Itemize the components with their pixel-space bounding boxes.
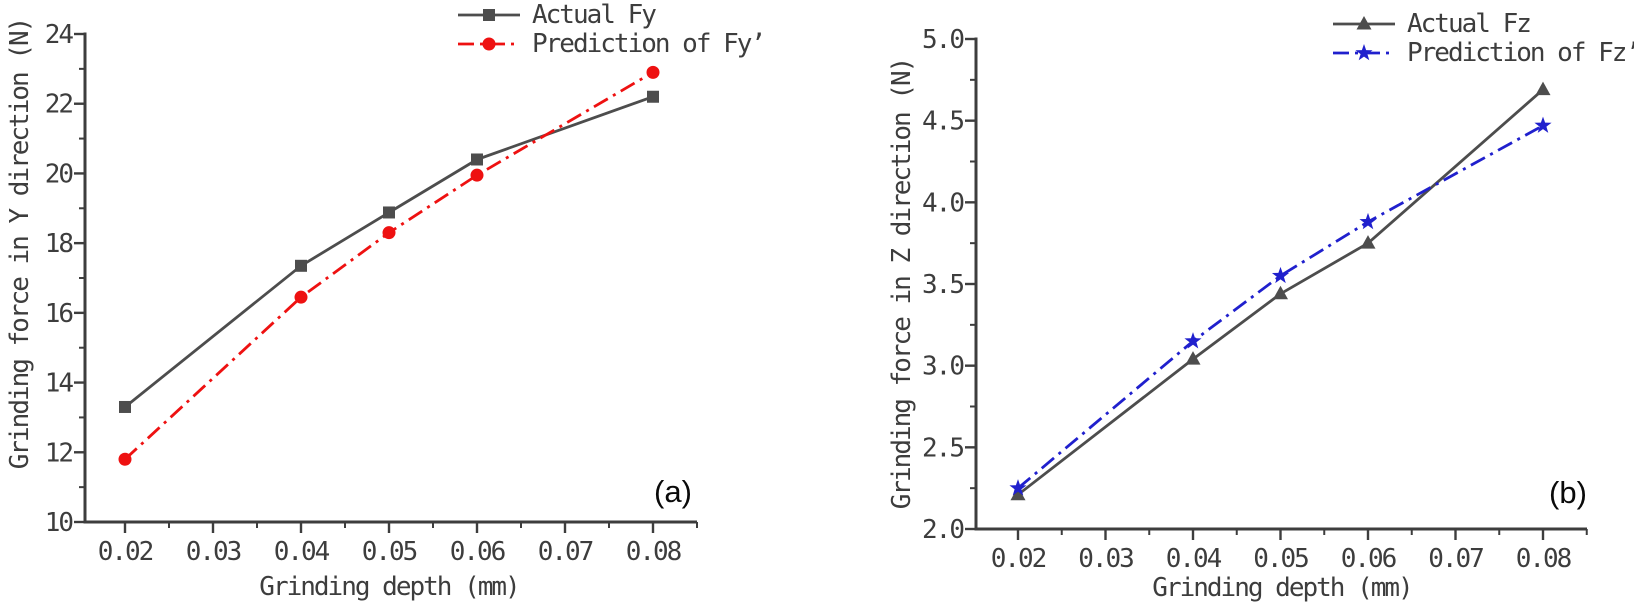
y-tick-label: 14 bbox=[45, 369, 74, 399]
x-tick-label: 0.03 bbox=[1078, 544, 1133, 574]
x-tick-label: 0.08 bbox=[626, 537, 681, 567]
data-point-marker bbox=[470, 168, 484, 182]
x-tick-label: 0.07 bbox=[538, 537, 593, 567]
data-point-marker bbox=[1185, 351, 1201, 365]
y-tick-label: 16 bbox=[45, 299, 73, 329]
panel-label-a: (a) bbox=[654, 474, 692, 509]
legend-sample-actual-fy bbox=[458, 8, 520, 21]
data-point-marker bbox=[118, 452, 132, 466]
y-tick-label: 4.0 bbox=[922, 188, 963, 218]
data-point-marker bbox=[1009, 479, 1027, 496]
legend-a: Actual Fy Prediction of Fy’ bbox=[458, 0, 766, 59]
x-tick-label: 0.06 bbox=[450, 537, 505, 567]
data-point-marker bbox=[295, 259, 307, 272]
legend-label-prediction-fy: Prediction of Fy’ bbox=[532, 28, 766, 59]
data-point-marker bbox=[382, 226, 396, 240]
data-point-marker bbox=[294, 290, 308, 304]
legend-label-prediction-fz: Prediction of Fz’ bbox=[1407, 37, 1634, 68]
data-point-marker bbox=[471, 153, 483, 166]
y-tick-label: 3.5 bbox=[922, 270, 963, 300]
legend-marker bbox=[483, 8, 495, 21]
data-point-marker bbox=[119, 400, 131, 413]
y-tick-label: 24 bbox=[45, 20, 74, 50]
y-tick-label: 2.5 bbox=[922, 433, 963, 463]
x-tick-label: 0.03 bbox=[186, 537, 241, 567]
data-point-marker bbox=[646, 65, 660, 79]
y-axis-title-b: Grinding force in Z direction (N) bbox=[887, 58, 917, 510]
x-tick-label: 0.04 bbox=[274, 537, 330, 567]
y-axis-title-a: Grinding force in Y direction (N) bbox=[5, 18, 35, 470]
legend-item-prediction-fy: Prediction of Fy’ bbox=[458, 28, 766, 59]
x-tick-label: 0.02 bbox=[991, 544, 1046, 574]
y-tick-label: 18 bbox=[45, 229, 73, 259]
chart-a: 0.02 0.03 0.04 0.05 0.06 0.07 0.08 10 12 14 16 18 20… bbox=[45, 20, 698, 567]
x-tick-label: 0.07 bbox=[1428, 544, 1483, 574]
legend-label-actual-fz: Actual Fz bbox=[1407, 8, 1532, 39]
legend-sample-actual-fz bbox=[1333, 15, 1395, 29]
x-tick-label: 0.06 bbox=[1341, 544, 1396, 574]
x-tick-label: 0.08 bbox=[1516, 544, 1571, 574]
y-tick-label: 22 bbox=[45, 90, 73, 120]
y-tick-label: 5.0 bbox=[922, 25, 963, 55]
y-tick-label: 4.5 bbox=[922, 107, 963, 137]
data-point-marker bbox=[1273, 285, 1288, 300]
series-line-1 bbox=[1017, 124, 1544, 490]
y-tick-label: 3.0 bbox=[922, 352, 963, 382]
legend-sample-prediction-fz bbox=[1333, 43, 1395, 60]
data-point-marker bbox=[1360, 235, 1376, 249]
data-point-marker bbox=[1534, 116, 1552, 133]
legend-marker bbox=[482, 37, 496, 50]
data-point-marker bbox=[1010, 486, 1026, 501]
y-tick-label: 20 bbox=[45, 159, 73, 189]
series-line-0 bbox=[124, 95, 654, 409]
legend-item-actual-fz: Actual Fz bbox=[1333, 8, 1634, 39]
legend-marker bbox=[1356, 15, 1372, 29]
chart-b: 0.02 0.03 0.04 0.05 0.06 0.07 0.08 2.0 2.5 3.0 3.5… bbox=[922, 25, 1588, 574]
legend-label-actual-fy: Actual Fy bbox=[532, 0, 657, 30]
y-tick-label: 2.0 bbox=[922, 515, 963, 545]
x-tick-label: 0.04 bbox=[1166, 544, 1222, 574]
y-tick-label: 12 bbox=[45, 438, 73, 468]
data-point-marker bbox=[1359, 212, 1377, 230]
x-tick-label: 0.05 bbox=[1253, 544, 1308, 574]
legend-sample-prediction-fy bbox=[458, 37, 520, 50]
legend-b: Actual Fz Prediction of Fz’ bbox=[1333, 8, 1634, 68]
data-point-marker bbox=[1184, 332, 1202, 349]
legend-item-prediction-fz: Prediction of Fz’ bbox=[1333, 37, 1634, 68]
legend-marker bbox=[1355, 43, 1373, 60]
data-point-marker bbox=[383, 206, 395, 219]
data-point-marker bbox=[1535, 81, 1551, 96]
panel-label-b: (b) bbox=[1549, 475, 1587, 510]
legend-item-actual-fy: Actual Fy bbox=[458, 0, 764, 30]
x-axis-title-b: Grinding depth (mm) bbox=[1152, 573, 1413, 603]
data-point-marker bbox=[1271, 266, 1290, 284]
data-point-marker bbox=[647, 90, 659, 103]
x-tick-label: 0.02 bbox=[98, 537, 153, 567]
x-axis-title-a: Grinding depth (mm) bbox=[259, 572, 520, 602]
x-tick-label: 0.05 bbox=[362, 537, 417, 567]
series-line-1 bbox=[124, 71, 654, 461]
y-tick-label: 10 bbox=[45, 508, 73, 538]
